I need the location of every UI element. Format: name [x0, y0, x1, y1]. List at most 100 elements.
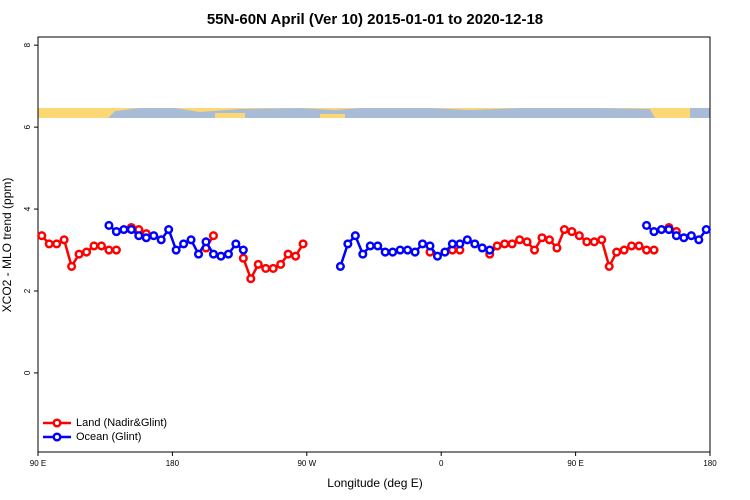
data-point [104, 220, 114, 231]
data-point [111, 245, 121, 255]
data-point [81, 247, 92, 257]
legend-label: Land (Nadir&Glint) [76, 417, 167, 429]
data-point [149, 231, 159, 241]
data-point [612, 247, 622, 257]
data-point [291, 251, 301, 261]
data-point [119, 224, 129, 235]
data-point [485, 245, 495, 255]
data-point [641, 245, 652, 255]
data-point [74, 249, 84, 259]
data-point [671, 231, 681, 241]
data-point [544, 235, 555, 245]
data-point [276, 259, 286, 269]
data-point [679, 233, 689, 243]
data-point [686, 231, 696, 241]
data-point [574, 231, 584, 241]
plot-frame [37, 36, 711, 453]
data-point [365, 241, 375, 251]
data-point [134, 231, 144, 241]
data-point [358, 249, 368, 259]
data-point [619, 245, 629, 255]
data-point [343, 239, 353, 249]
x-tick-label: 90 E [567, 459, 583, 468]
data-point [201, 237, 211, 247]
data-point [141, 233, 151, 243]
data-point [335, 261, 345, 271]
data-point [403, 245, 413, 255]
data-point [171, 245, 181, 255]
data-point [261, 263, 271, 274]
data-point [67, 261, 77, 271]
data-point [238, 245, 248, 255]
x-tick-label: 180 [703, 459, 717, 468]
data-point [268, 263, 278, 274]
data-point [111, 227, 121, 237]
data-point [537, 233, 547, 243]
chart-title: 55N-60N April (Ver 10) 2015-01-01 to 202… [207, 11, 543, 28]
data-point [447, 239, 457, 249]
data-point [462, 235, 472, 245]
data-point [231, 239, 241, 249]
data-point [208, 231, 219, 241]
data-point [425, 241, 435, 251]
data-point [395, 245, 405, 255]
data-point [649, 245, 659, 255]
data-point [701, 224, 711, 235]
legend: Land (Nadir&Glint) Ocean (Glint) [43, 417, 167, 443]
data-point [567, 227, 577, 237]
data-point [597, 235, 607, 245]
data-point [515, 235, 525, 245]
data-point [388, 247, 398, 257]
data-point [656, 224, 667, 235]
data-point [627, 241, 637, 251]
data-point [507, 239, 517, 249]
y-tick-label: 2 [23, 288, 32, 293]
data-point [589, 237, 599, 247]
x-tick-label: 90 E [30, 459, 46, 468]
legend-marker [52, 418, 62, 428]
data-point [246, 274, 256, 284]
data-point [664, 224, 674, 235]
data-point [186, 235, 196, 245]
data-point [417, 239, 428, 249]
data-point [298, 239, 308, 249]
data-point [559, 224, 569, 235]
data-point [410, 247, 420, 257]
data-point [380, 247, 390, 257]
x-axis-label: Longitude (deg E) [327, 476, 422, 490]
x-tick-label: 0 [439, 459, 444, 468]
data-point [104, 245, 114, 255]
y-tick-label: 8 [23, 42, 32, 47]
data-point [156, 235, 166, 245]
data-point [649, 227, 659, 237]
data-point [641, 220, 652, 231]
data-point [440, 247, 450, 257]
data-point [492, 241, 502, 251]
data-point [59, 235, 69, 245]
data-point [164, 224, 174, 235]
data-point [253, 259, 263, 269]
data-point [96, 241, 107, 251]
data-point [44, 239, 54, 249]
data-point [52, 239, 62, 249]
data-point [470, 239, 480, 249]
data-point [522, 237, 532, 247]
data-point [223, 249, 233, 259]
data-point [552, 243, 562, 253]
data-point [37, 231, 47, 241]
data-point [283, 249, 293, 259]
data-point [455, 239, 465, 249]
data-point [373, 241, 383, 251]
data-point [604, 261, 614, 271]
data-point [694, 235, 704, 245]
data-point [477, 243, 487, 253]
y-tick-label: 6 [23, 124, 32, 129]
data-point [634, 241, 644, 251]
y-tick-label: 4 [23, 206, 32, 211]
data-point [179, 239, 189, 249]
data-point [500, 239, 510, 249]
data-point [350, 231, 360, 241]
data-point [193, 249, 204, 259]
y-tick-label: 0 [23, 370, 32, 375]
